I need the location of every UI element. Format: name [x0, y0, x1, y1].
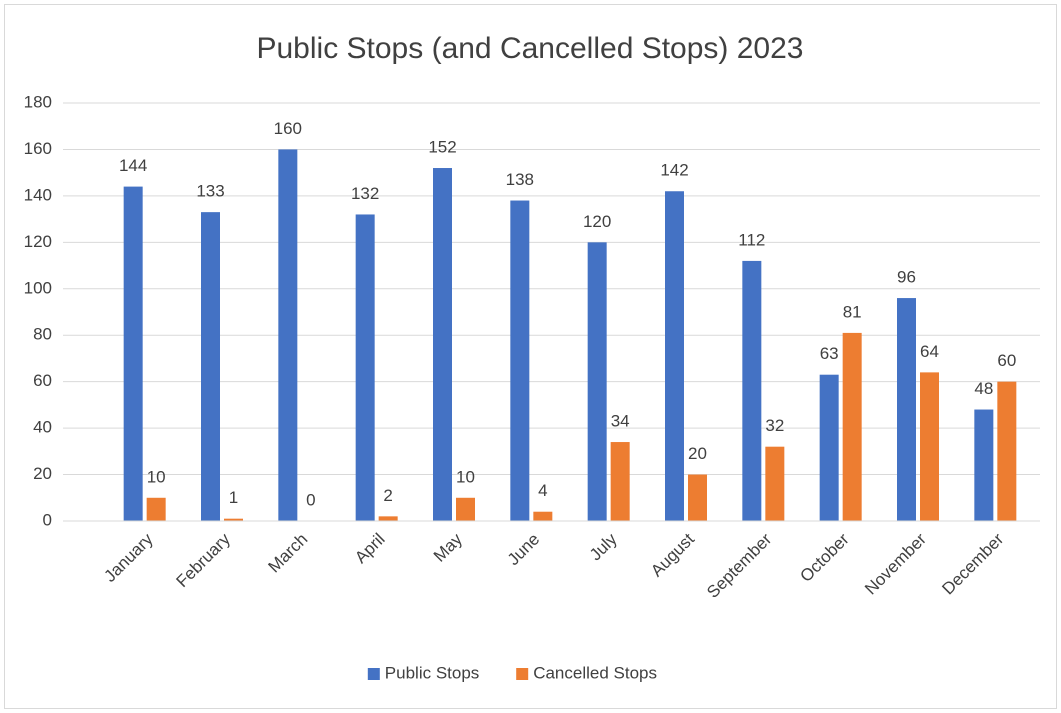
bar: [819, 374, 839, 521]
y-tick-label: 20: [33, 464, 52, 483]
y-tick-label: 120: [24, 232, 52, 251]
bar: [456, 497, 475, 521]
bar: [897, 298, 916, 521]
bar: [688, 474, 707, 521]
data-label: 138: [506, 170, 534, 189]
bar: [224, 518, 243, 521]
data-label: 142: [660, 161, 688, 180]
bar: [974, 409, 994, 521]
bar: [665, 191, 684, 521]
bar: [997, 381, 1017, 521]
data-label: 10: [456, 467, 475, 486]
bar: [433, 168, 452, 521]
data-label: 48: [974, 379, 993, 398]
bar: [533, 511, 553, 521]
data-label: 32: [765, 416, 784, 435]
bar: [278, 149, 298, 521]
bar: [587, 242, 607, 522]
legend-swatch: [516, 668, 529, 680]
bar: [920, 372, 939, 521]
bar: [146, 497, 166, 521]
bar: [355, 214, 375, 521]
bar: [510, 200, 530, 522]
data-label: 63: [820, 344, 839, 363]
bar: [742, 260, 762, 521]
data-label: 96: [897, 268, 916, 287]
data-label: 132: [351, 184, 379, 203]
data-label: 2: [383, 486, 392, 505]
y-tick-label: 140: [24, 185, 52, 204]
data-label: 34: [611, 412, 630, 431]
data-label: 10: [147, 467, 166, 486]
data-label: 81: [843, 302, 862, 321]
legend-label: Cancelled Stops: [533, 663, 657, 682]
bar: [842, 332, 862, 521]
data-label: 112: [738, 230, 765, 249]
data-label: 120: [583, 212, 611, 231]
data-label: 20: [688, 444, 707, 463]
y-tick-label: 180: [24, 92, 52, 111]
data-label: 144: [119, 156, 147, 175]
y-tick-label: 40: [33, 418, 52, 437]
data-label: 60: [997, 351, 1016, 370]
data-label: 4: [538, 481, 547, 500]
bar: [201, 212, 220, 521]
data-label: 0: [306, 490, 315, 509]
bar: [123, 186, 143, 521]
data-label: 160: [274, 119, 302, 138]
bar: [610, 442, 630, 521]
data-label: 152: [428, 138, 456, 157]
y-tick-label: 160: [24, 139, 52, 158]
y-tick-label: 80: [33, 325, 52, 344]
chart-border: [4, 4, 1057, 709]
data-label: 1: [229, 488, 238, 507]
y-tick-label: 100: [24, 278, 52, 297]
data-label: 133: [196, 182, 224, 201]
y-tick-label: 0: [43, 510, 52, 529]
bar: [765, 446, 785, 521]
y-tick-label: 60: [33, 371, 52, 390]
legend-swatch: [367, 668, 380, 680]
data-label: 64: [920, 342, 939, 361]
legend-label: Public Stops: [385, 663, 480, 682]
chart-title: Public Stops (and Cancelled Stops) 2023: [256, 32, 803, 65]
bar: [378, 516, 398, 521]
